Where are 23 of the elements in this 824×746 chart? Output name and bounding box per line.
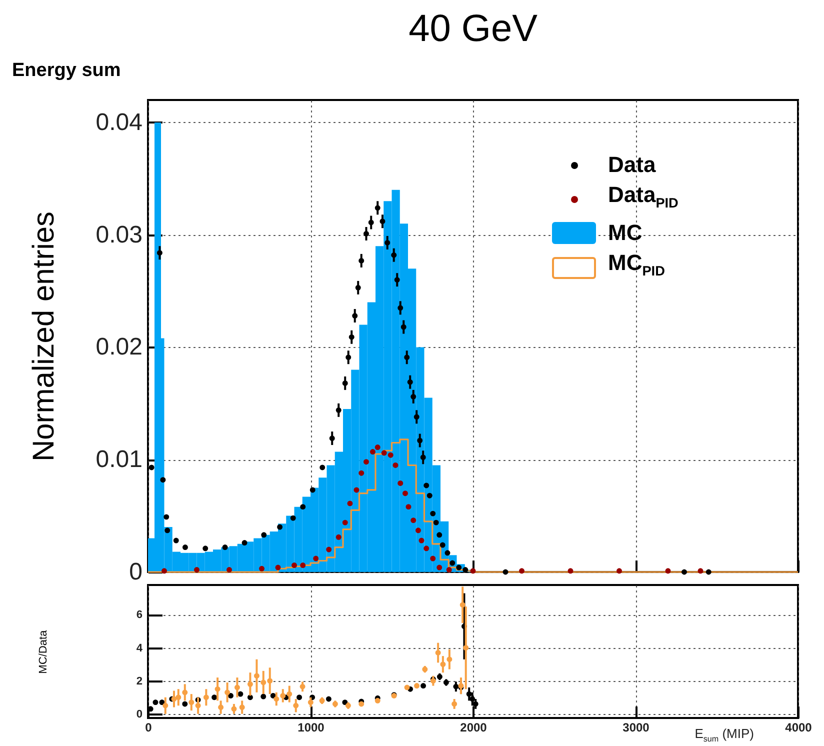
y-axis-title: MC/Data: [38, 629, 50, 674]
x-tick-label: 1000: [298, 720, 325, 734]
x-tick-label: 0: [145, 720, 152, 734]
y-tick-label: 0.01: [96, 446, 142, 474]
x-tick-label: 3000: [622, 720, 650, 734]
y-tick-label: 0.03: [96, 221, 142, 248]
y-tick-label: 0: [129, 558, 142, 586]
legend-label: Data$_{PID}$: [608, 181, 678, 212]
y-tick-label: 6: [136, 609, 142, 622]
legend-label: Data: [608, 151, 656, 179]
y-axis-title: Normalized entries: [28, 211, 60, 462]
y-tick-label: 2: [136, 675, 142, 688]
chart-title: 40 GeV: [408, 8, 538, 51]
x-axis-title: E$_{sum}$ (MIP): [694, 726, 754, 744]
x-tick-label: 4000: [785, 720, 812, 734]
legend-label: MC$_{PID}$: [608, 249, 665, 281]
y-tick-label: 4: [136, 642, 144, 654]
y-tick-label: 0.02: [96, 334, 142, 361]
legend-label: MC: [608, 219, 642, 248]
chart-subtitle: Energy sum: [12, 60, 121, 82]
x-tick-label: 2000: [460, 720, 488, 734]
y-tick-label: 0: [136, 708, 142, 720]
y-tick-label: 0.04: [96, 108, 142, 136]
